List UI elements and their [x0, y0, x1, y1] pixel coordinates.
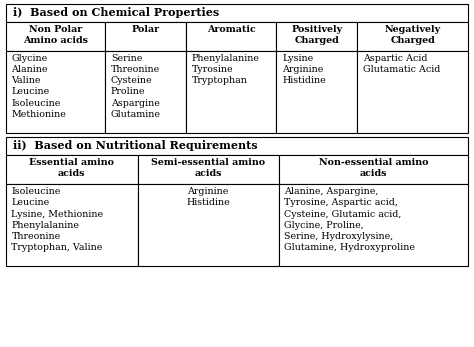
Bar: [105, 51, 186, 133]
Bar: [6, 137, 468, 155]
Bar: [357, 51, 468, 133]
Text: Essential amino
acids: Essential amino acids: [29, 158, 114, 178]
Bar: [137, 184, 279, 266]
Text: Semi-essential amino
acids: Semi-essential amino acids: [151, 158, 265, 178]
Bar: [276, 22, 357, 51]
Bar: [6, 22, 105, 51]
Text: Positively
Charged: Positively Charged: [291, 25, 342, 45]
Text: Isoleucine
Leucine
Lysine, Methionine
Phenylalanine
Threonine
Tryptophan, Valine: Isoleucine Leucine Lysine, Methionine Ph…: [11, 187, 103, 252]
Bar: [186, 22, 276, 51]
Bar: [6, 184, 137, 266]
Text: Arginine
Histidine: Arginine Histidine: [186, 187, 230, 208]
Text: Phenylalanine
Tyrosine
Tryptophan: Phenylalanine Tyrosine Tryptophan: [192, 54, 260, 85]
Bar: [6, 51, 105, 133]
Bar: [105, 22, 186, 51]
Bar: [279, 184, 468, 266]
Text: Alanine, Aspargine,
Tyrosine, Aspartic acid,
Cysteine, Glutamic acid,
Glycine, P: Alanine, Aspargine, Tyrosine, Aspartic a…: [284, 187, 415, 252]
Bar: [137, 155, 279, 184]
Text: Aromatic: Aromatic: [207, 25, 255, 34]
Text: Serine
Threonine
Cysteine
Proline
Aspargine
Glutamine: Serine Threonine Cysteine Proline Asparg…: [111, 54, 161, 119]
Bar: [6, 155, 137, 184]
Text: Negatively
Charged: Negatively Charged: [385, 25, 441, 45]
Bar: [276, 51, 357, 133]
Text: Non Polar
Amino acids: Non Polar Amino acids: [23, 25, 88, 45]
Text: Lysine
Arginine
Histidine: Lysine Arginine Histidine: [282, 54, 326, 85]
Text: Aspartic Acid
Glutamatic Acid: Aspartic Acid Glutamatic Acid: [363, 54, 440, 74]
Text: Glycine
Alanine
Valine
Leucine
Isoleucine
Methionine: Glycine Alanine Valine Leucine Isoleucin…: [11, 54, 66, 119]
Text: Non-essential amino
acids: Non-essential amino acids: [319, 158, 428, 178]
Text: i)  Based on Chemical Properties: i) Based on Chemical Properties: [13, 7, 219, 18]
Bar: [357, 22, 468, 51]
Text: Polar: Polar: [132, 25, 160, 34]
Bar: [279, 155, 468, 184]
Bar: [6, 4, 468, 22]
Text: ii)  Based on Nutritional Requirements: ii) Based on Nutritional Requirements: [13, 140, 257, 151]
Bar: [186, 51, 276, 133]
